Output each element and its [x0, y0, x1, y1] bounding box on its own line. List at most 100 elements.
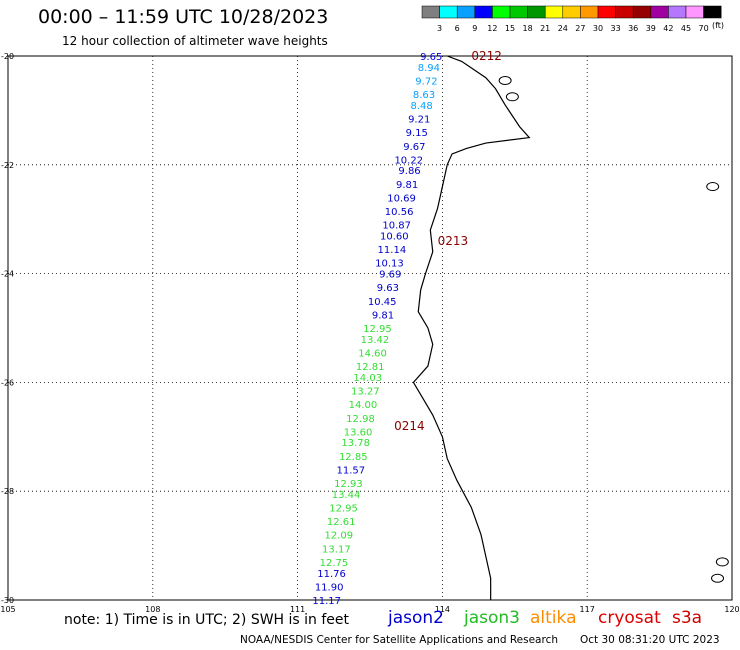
y-tick-label: -22: [1, 161, 14, 170]
color-scale-swatch: [544, 5, 564, 19]
color-scale-swatch: [615, 5, 634, 19]
wave-height-label: 9.69: [379, 270, 401, 281]
wave-height-label: 13.78: [341, 438, 370, 449]
island-outline: [706, 182, 720, 192]
wave-height-label: 11.14: [378, 245, 407, 256]
color-scale-swatch: [703, 5, 722, 19]
map-subtitle: 12 hour collection of altimeter wave hei…: [62, 34, 328, 48]
color-scale-swatch: [668, 5, 687, 19]
wave-height-label: 12.09: [324, 531, 353, 542]
wave-height-label: 12.95: [363, 324, 392, 335]
wave-height-label: 10.60: [380, 232, 409, 243]
map-title: 00:00 – 11:59 UTC 10/28/2023: [38, 6, 329, 28]
color-scale-swatch: [421, 5, 440, 19]
y-tick-label: -28: [1, 487, 14, 496]
color-scale-label: 24: [558, 24, 568, 33]
wave-height-label: 12.61: [327, 517, 356, 528]
color-scale-label: 36: [628, 24, 638, 33]
color-scale-swatch: [580, 5, 599, 19]
pass-label: 0213: [438, 234, 469, 248]
color-scale-swatch: [492, 5, 511, 19]
color-scale-swatch: [562, 5, 581, 19]
color-scale-swatch: [650, 5, 669, 19]
color-scale-label: 12: [487, 24, 497, 33]
x-tick-label: 114: [435, 605, 450, 614]
wave-height-label: 12.93: [334, 479, 363, 490]
color-scale-label: 33: [611, 24, 621, 33]
y-tick-label: -26: [1, 378, 14, 387]
color-scale-label: 45: [681, 24, 691, 33]
legend-jason2: jason2: [388, 608, 444, 628]
island-outline: [711, 573, 725, 583]
wave-height-label: 8.94: [418, 63, 440, 74]
wave-height-label: 9.65: [420, 52, 442, 63]
wave-height-label: 11.57: [337, 465, 366, 476]
color-scale-swatch: [597, 5, 616, 19]
wave-height-label: 11.76: [317, 569, 346, 580]
wave-height-label: 10.56: [385, 207, 414, 218]
wave-height-label: 12.75: [320, 558, 349, 569]
wave-height-label: 9.67: [403, 142, 425, 153]
wave-height-label: 13.44: [332, 490, 361, 501]
wave-height-label: 13.60: [344, 427, 373, 438]
color-scale-swatch: [685, 5, 704, 19]
island-outline: [505, 92, 519, 102]
x-tick-label: 120: [724, 605, 739, 614]
color-scale-label: 3: [437, 24, 442, 33]
wave-height-label: 9.81: [396, 180, 418, 191]
x-tick-label: 108: [145, 605, 160, 614]
wave-height-label: 13.42: [361, 335, 390, 346]
color-scale-label: 70: [699, 24, 709, 33]
color-scale-swatch: [527, 5, 546, 19]
wave-height-label: 13.17: [322, 544, 351, 555]
wave-height-label: 9.21: [408, 115, 430, 126]
y-tick-label: -30: [1, 596, 14, 605]
legend-jason3: jason3: [464, 608, 520, 628]
color-scale-label: 21: [540, 24, 550, 33]
y-tick-label: -24: [1, 270, 14, 279]
wave-height-label: 13.27: [351, 387, 380, 398]
island-outline: [498, 75, 512, 85]
wave-height-label: 9.72: [415, 76, 437, 87]
color-scale-label: 6: [455, 24, 460, 33]
color-scale-label: 27: [575, 24, 585, 33]
color-scale-label: 42: [663, 24, 673, 33]
color-scale-swatch: [456, 5, 476, 19]
color-scale-swatch: [632, 5, 652, 19]
x-tick-label: 105: [0, 605, 15, 614]
wave-height-label: 9.81: [372, 310, 394, 321]
y-tick-label: -20: [1, 52, 14, 61]
x-tick-label: 117: [580, 605, 595, 614]
wave-height-label: 8.48: [410, 101, 432, 112]
x-tick-label: 111: [290, 605, 305, 614]
wave-height-label: 10.22: [394, 155, 423, 166]
legend-s3a: s3a: [672, 608, 703, 628]
footer-timestamp: Oct 30 08:31:20 UTC 2023: [580, 634, 720, 646]
legend-altika: altika: [530, 608, 577, 628]
wave-height-label: 10.69: [387, 193, 416, 204]
wave-height-label: 9.86: [398, 166, 420, 177]
wave-height-label: 12.98: [346, 414, 375, 425]
coastline: [412, 55, 531, 600]
wave-height-label: 9.63: [377, 283, 399, 294]
color-scale-label: 39: [646, 24, 656, 33]
color-scale-label: 9: [472, 24, 477, 33]
color-scale-label: 18: [523, 24, 533, 33]
wave-height-label: 11.90: [315, 582, 344, 593]
wave-height-label: 10.45: [368, 297, 397, 308]
wave-height-label: 8.63: [413, 90, 435, 101]
wave-height-label: 14.00: [349, 400, 378, 411]
wave-height-label: 11.17: [312, 596, 341, 607]
wave-height-label: 12.95: [329, 504, 358, 515]
legend-cryosat: cryosat: [598, 608, 661, 628]
color-scale-swatch: [509, 5, 528, 19]
footer-note: note: 1) Time is in UTC; 2) SWH is in fe…: [64, 612, 350, 628]
color-scale-swatch: [474, 5, 493, 19]
wave-height-label: 12.81: [356, 362, 385, 373]
wave-height-label: 10.87: [382, 221, 411, 232]
color-scale-label: 15: [505, 24, 515, 33]
pass-label: 0214: [394, 419, 425, 433]
wave-height-label: 14.60: [358, 348, 387, 359]
